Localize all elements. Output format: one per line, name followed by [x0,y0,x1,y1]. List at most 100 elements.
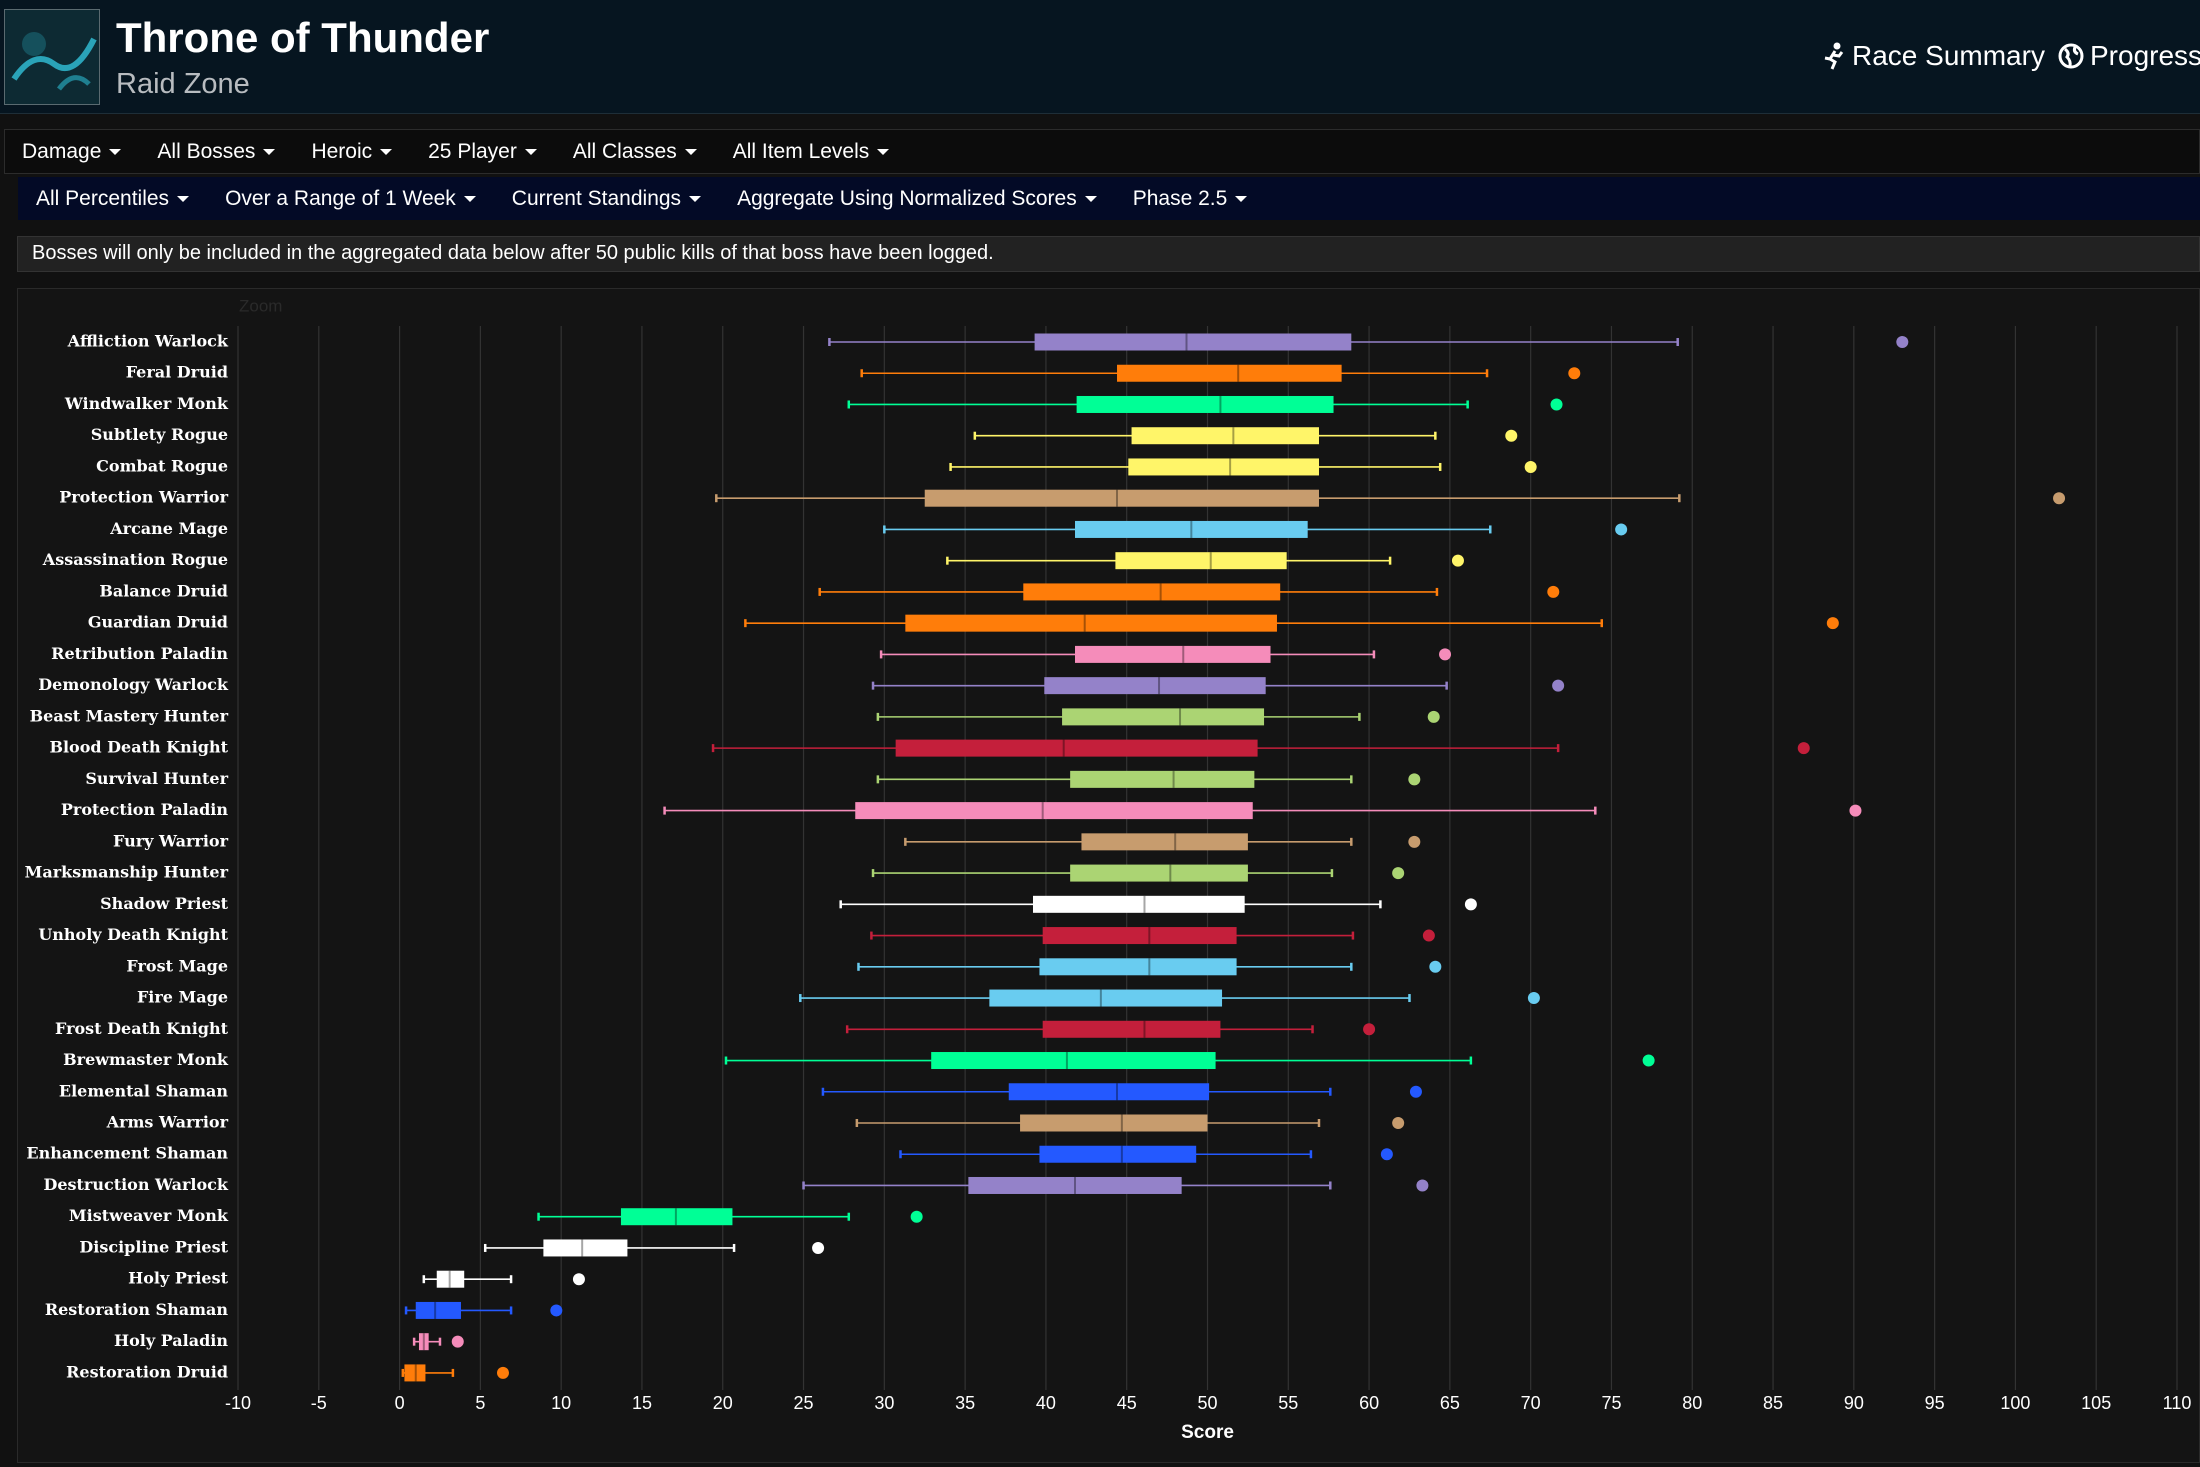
link-text[interactable]: Progress [2090,40,2200,71]
filter-dropdown[interactable]: Current Standings [511,186,702,211]
box [968,1176,1182,1194]
x-tick-label: 55 [1278,1393,1298,1413]
point [812,1241,825,1254]
filter-dropdown[interactable]: All Bosses [157,139,276,164]
box [418,1333,429,1351]
category-label: Guardian Druid [88,613,228,632]
chart-panel: Zoom -10 -5 0 5 10 15 20 25 30 35 40 45 50 55 60 65 70 75… [17,288,2200,1463]
filter-text[interactable]: Heroic [311,139,373,163]
filter-text[interactable]: All Classes [572,139,677,163]
filter-dropdown[interactable]: All Classes [573,140,697,164]
category-label: Marksmanship Hunter [25,863,229,882]
box [924,489,1319,507]
category-label: Affliction Warlock [67,332,229,351]
category-label: Demonology Warlock [38,675,229,694]
point [1615,523,1628,536]
filter-text[interactable]: Aggregate Using Normalized Scores [737,186,1077,210]
category-label: Brewmaster Monk [63,1050,229,1069]
filter-text[interactable]: Phase 2.5 [1132,186,1228,210]
filter-text[interactable]: 25 Player [428,139,517,163]
point [1896,336,1909,348]
x-tick-label: 45 [1117,1393,1137,1413]
category-label: Destruction Warlock [43,1175,228,1194]
x-tick-label: 80 [1682,1393,1702,1413]
box [404,1364,426,1382]
x-tick-label: 25 [794,1393,814,1413]
category-label: Holy Paladin [114,1331,228,1350]
box [1042,927,1237,945]
point [1429,960,1442,973]
filter-dropdown[interactable]: All Percentiles [36,186,190,211]
box [1076,395,1334,413]
box [543,1239,628,1257]
box [620,1208,733,1226]
point [1568,367,1581,380]
point [1849,804,1862,817]
caret [263,148,276,155]
point [1547,585,1560,598]
filter-bar: All Percentiles Over a Range of 1 Week Cur… [18,177,2200,220]
filter-text[interactable]: All Percentiles [36,186,170,210]
point [1505,429,1518,442]
box [1008,1083,1210,1101]
box [1075,520,1308,538]
category-label: Protection Paladin [61,800,228,819]
filter-dropdown[interactable]: Heroic [311,139,393,164]
point [1550,398,1563,411]
caret [1235,195,1248,202]
box [1034,333,1352,351]
box [1115,552,1287,570]
run-icon [1824,42,1844,70]
x-tick-label: 35 [955,1393,975,1413]
x-tick-label: 70 [1521,1393,1541,1413]
caret [1084,195,1097,202]
zoom-label[interactable]: Zoom [239,296,282,315]
filter-dropdown[interactable]: Over a Range of 1 Week [225,187,476,211]
point [1363,1023,1376,1036]
box [905,614,1277,632]
point [1392,1117,1405,1129]
x-tick-label: 40 [1036,1393,1056,1413]
x-tick-label: 100 [2000,1393,2030,1413]
category-label: Subtlety Rogue [91,425,228,444]
category-label: Survival Hunter [85,769,228,788]
box [1070,864,1248,882]
filter-text[interactable]: Damage [22,139,102,163]
filter-dropdown[interactable]: Phase 2.5 [1133,187,1248,211]
box [1062,708,1265,726]
filter-dropdown[interactable]: Aggregate Using Normalized Scores [737,187,1097,211]
filter-dropdown[interactable]: Damage [22,139,122,164]
category-label: Restoration Druid [66,1362,228,1381]
x-tick-label: 0 [395,1393,405,1413]
progress-link[interactable]: Progress [2058,40,2200,72]
category-label: Blood Death Knight [49,738,228,757]
box [1032,895,1245,913]
category-label: Arms Warrior [106,1113,229,1132]
point [1422,929,1435,942]
filter-dropdown[interactable]: 25 Player [428,140,537,164]
box [1044,677,1266,695]
zone-icon [4,9,100,105]
link-text[interactable]: Race Summary [1852,40,2045,71]
filter-dropdown[interactable]: All Item Levels [733,140,890,164]
category-label: Windwalker Monk [64,394,229,413]
point [1416,1179,1429,1192]
category-label: Holy Priest [128,1269,228,1288]
race-summary-link[interactable]: Race Summary [1822,40,2045,72]
box [1075,645,1271,663]
caret [524,148,537,155]
point [451,1335,464,1348]
filter-text[interactable]: All Bosses [157,139,256,163]
notice: Bosses will only be included in the aggr… [17,236,2200,272]
point [1427,710,1440,723]
filter-text[interactable]: Over a Range of 1 Week [225,186,456,210]
category-label: Beast Mastery Hunter [30,706,229,725]
point [496,1366,509,1379]
globe-icon [2058,43,2084,69]
x-tick-label: 105 [2081,1393,2111,1413]
category-label: Enhancement Shaman [26,1144,228,1163]
box [1039,958,1237,976]
filter-text[interactable]: All Item Levels [732,139,870,163]
filter-text[interactable]: Current Standings [511,186,682,210]
point [1524,460,1537,473]
